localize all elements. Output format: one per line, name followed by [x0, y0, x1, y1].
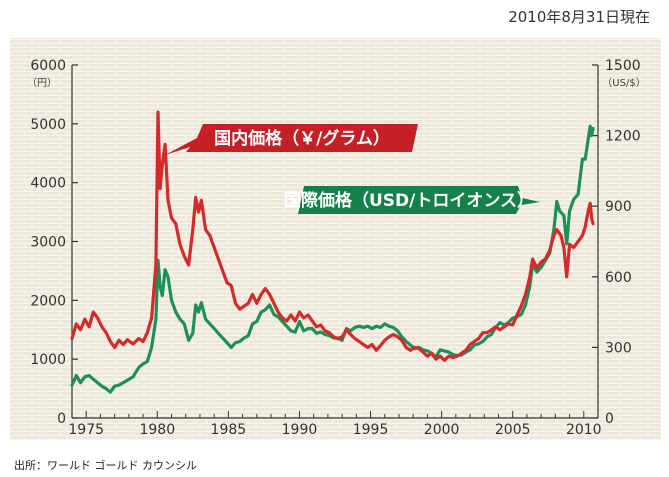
left-y-axis: 0 1000 2000 3000 4000 5000 6000 [30, 58, 78, 427]
domestic-label-box [165, 124, 418, 155]
source-note: 出所：ワールド ゴールド カウンシル [14, 458, 197, 472]
right-tick-label: 600 [605, 270, 632, 286]
international-label-text: 国際価格（USD/トロイオンス） [284, 190, 534, 211]
left-tick-label: 4000 [30, 176, 66, 192]
right-tick-label: 1500 [605, 58, 641, 74]
left-axis-unit: （円） [27, 77, 57, 89]
x-tick-label: 2000 [424, 422, 460, 438]
left-tick-label: 2000 [30, 293, 66, 309]
domestic-price-line [70, 110, 595, 362]
left-tick-label: 0 [57, 411, 66, 427]
right-tick-label: 300 [605, 340, 632, 356]
x-tick-label: 1990 [282, 422, 318, 438]
left-tick-label: 3000 [30, 235, 66, 251]
x-tick-label: 1975 [68, 422, 104, 438]
x-tick-label: 1995 [353, 422, 389, 438]
left-tick-label: 1000 [30, 352, 66, 368]
x-tick-label: 1985 [211, 422, 247, 438]
international-price-label: 国際価格（USD/トロイオンス） [284, 186, 540, 214]
x-tick-label: 2005 [495, 422, 531, 438]
right-tick-label: 0 [605, 411, 614, 427]
domestic-label-text: 国内価格（￥/グラム） [214, 128, 390, 149]
x-tick-label: 2010 [566, 422, 602, 438]
right-axis-unit: （US/$） [602, 77, 645, 89]
as-of-date: 2010年8月31日現在 [508, 8, 650, 26]
right-tick-label: 900 [605, 199, 632, 215]
left-tick-label: 5000 [30, 117, 66, 133]
left-tick-label: 6000 [30, 58, 66, 74]
domestic-price-label: 国内価格（￥/グラム） [165, 124, 418, 155]
x-axis: 1975 1980 1985 1990 1995 2000 2005 2010 [68, 411, 602, 438]
x-tick-label: 1980 [139, 422, 175, 438]
international-label-box [298, 186, 540, 214]
right-tick-label: 1200 [605, 129, 641, 145]
series-layer [70, 110, 595, 394]
